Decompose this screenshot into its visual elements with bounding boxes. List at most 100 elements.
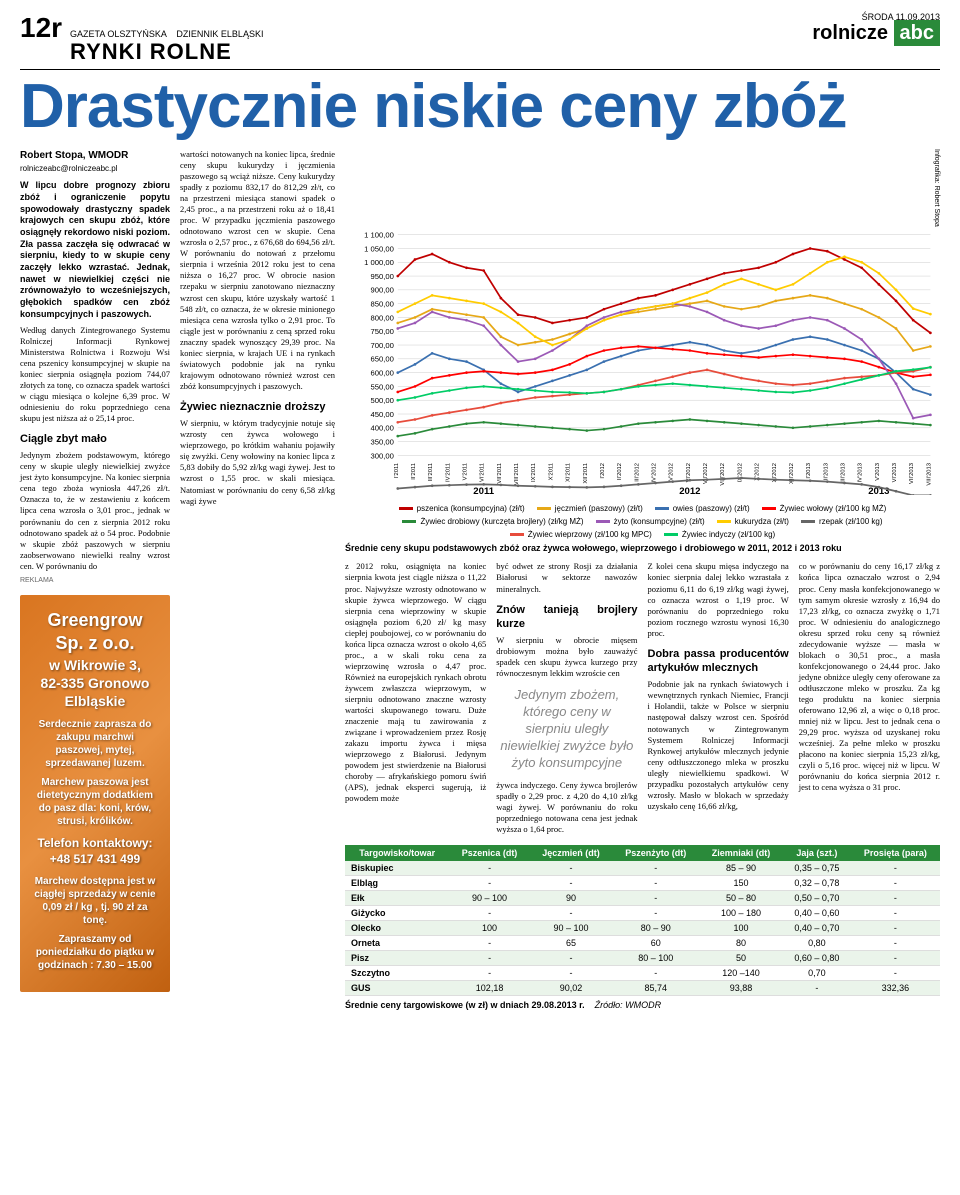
body-text: żywca indyczego. Ceny żywca brojlerów sp… [496, 780, 637, 835]
advertisement: Greengrow Sp. z o.o. w Wikrowie 3, 82-33… [20, 595, 170, 993]
table-header: Ziemniaki (dt) [699, 845, 783, 861]
ad-company: Greengrow Sp. z o.o. [34, 609, 156, 656]
subhead: Ciągle zbyt mało [20, 432, 170, 446]
page-number: 12r [20, 12, 62, 44]
body-text: W sierpniu, w którym tradycyjnie notuje … [180, 418, 335, 506]
table-cell: - [612, 861, 699, 876]
svg-text:VIII'2011: VIII'2011 [514, 463, 520, 485]
table-cell: 0,40 – 0,60 [783, 906, 851, 921]
svg-text:850,00: 850,00 [371, 299, 394, 308]
table-cell: Olecko [345, 921, 449, 936]
table-cell: - [851, 876, 940, 891]
svg-text:IV'2013: IV'2013 [858, 463, 864, 482]
table-header: Pszenica (dt) [449, 845, 529, 861]
svg-text:IV'2012: IV'2012 [652, 463, 658, 482]
table-caption: Średnie ceny targowiskowe (w zł) w dniac… [345, 1000, 585, 1010]
svg-text:X'2011: X'2011 [548, 463, 554, 480]
svg-text:1 100,00: 1 100,00 [364, 230, 394, 239]
table-cell: 120 –140 [699, 966, 783, 981]
table-cell: 102,18 [449, 981, 529, 996]
table-cell: - [783, 981, 851, 996]
table-row: Olecko10090 – 10080 – 901000,40 – 0,70- [345, 921, 940, 936]
table-cell: 80 – 100 [612, 951, 699, 966]
svg-text:VIII'2013: VIII'2013 [926, 463, 932, 486]
legend-item: owies (paszowy) (zł/t) [655, 504, 750, 513]
table-cell: - [851, 906, 940, 921]
svg-text:550,00: 550,00 [371, 382, 394, 391]
svg-text:2011: 2011 [473, 486, 494, 496]
table-cell: 65 [530, 936, 613, 951]
table-cell: - [530, 876, 613, 891]
table-cell: 90 – 100 [449, 891, 529, 906]
brand-badge: abc [894, 20, 940, 46]
legend-item: jęczmień (paszowy) (zł/t) [537, 504, 643, 513]
paper-name-2: DZIENNIK ELBLĄSKI [176, 29, 263, 39]
table-header: Jęczmień (dt) [530, 845, 613, 861]
table-cell: 0,50 – 0,70 [783, 891, 851, 906]
table-cell: - [449, 906, 529, 921]
body-text: Z kolei cena skupu mięsa indyczego na ko… [648, 561, 789, 638]
table-cell: 80 – 90 [612, 921, 699, 936]
table-cell: 0,80 [783, 936, 851, 951]
table-source: Źródło: WMODR [595, 1000, 662, 1010]
body-text: Jedynym zbożem podstawowym, którego ceny… [20, 450, 170, 572]
svg-text:VII'2011: VII'2011 [497, 463, 503, 484]
table-cell: 90 – 100 [530, 921, 613, 936]
svg-text:I'2012: I'2012 [600, 463, 606, 479]
lead-paragraph: W lipcu dobre prognozy zbioru zbóż i ogr… [20, 180, 170, 320]
table-cell: Ełk [345, 891, 449, 906]
line-chart-svg: 300,00350,00400,00450,00500,00550,00600,… [345, 227, 940, 496]
svg-text:VII'2013: VII'2013 [909, 463, 915, 484]
svg-text:700,00: 700,00 [371, 341, 394, 350]
svg-text:350,00: 350,00 [371, 437, 394, 446]
headline: Drastycznie niskie ceny zbóż [20, 78, 940, 137]
svg-text:VI'2011: VI'2011 [480, 463, 486, 482]
table-cell: - [449, 936, 529, 951]
paper-name-1: GAZETA OLSZTYŃSKA [70, 29, 166, 39]
svg-text:300,00: 300,00 [371, 451, 394, 460]
subhead: Znów tanieją brojlery kurze [496, 603, 637, 632]
svg-text:V'2013: V'2013 [875, 463, 881, 481]
table-cell: 0,32 – 0,78 [783, 876, 851, 891]
svg-text:400,00: 400,00 [371, 423, 394, 432]
svg-text:IX'2011: IX'2011 [531, 463, 537, 482]
table-cell: - [851, 861, 940, 876]
body-text: Według danych Zintegrowanego Systemu Rol… [20, 325, 170, 424]
table-row: Orneta-6560800,80- [345, 936, 940, 951]
svg-text:500,00: 500,00 [371, 396, 394, 405]
table-cell: - [612, 906, 699, 921]
svg-text:III'2011: III'2011 [428, 463, 434, 481]
table-row: Giżycko---100 – 1800,40 – 0,60- [345, 906, 940, 921]
chart-caption: Średnie ceny skupu podstawowych zbóż ora… [345, 543, 940, 553]
ad-text: Marchew dostępna jest w ciągłej sprzedaż… [34, 875, 156, 927]
table-cell: - [612, 891, 699, 906]
table-cell: - [449, 876, 529, 891]
price-chart: Infografika: Robert Stopa 300,00 350,00 40… [345, 149, 940, 554]
body-text: W sierpniu w obrocie mięsem drobiowym mo… [496, 635, 637, 679]
body-text: Podobnie jak na rynkach światowych i wew… [648, 679, 789, 812]
svg-text:I'2013: I'2013 [806, 463, 812, 479]
chart-credit: Infografika: Robert Stopa [933, 149, 940, 227]
table-cell: 100 [699, 921, 783, 936]
table-cell: - [530, 951, 613, 966]
legend-item: kukurydza (zł/t) [717, 517, 789, 526]
table-cell: 0,70 [783, 966, 851, 981]
svg-text:III'2012: III'2012 [634, 463, 640, 482]
subhead: Dobra passa producentów artykułów mleczn… [648, 647, 789, 676]
svg-text:1 050,00: 1 050,00 [364, 244, 394, 253]
table-cell: 0,40 – 0,70 [783, 921, 851, 936]
table-cell: Pisz [345, 951, 449, 966]
table-cell: - [449, 951, 529, 966]
svg-text:600,00: 600,00 [371, 368, 394, 377]
section-title: RYNKI ROLNE [70, 39, 263, 65]
svg-text:II'2013: II'2013 [823, 463, 829, 480]
table-cell: - [530, 966, 613, 981]
table-cell: - [530, 906, 613, 921]
svg-text:II'2012: II'2012 [617, 463, 623, 480]
svg-text:VI'2013: VI'2013 [892, 463, 898, 482]
table-cell: 100 – 180 [699, 906, 783, 921]
svg-text:950,00: 950,00 [371, 272, 394, 281]
svg-text:XII'2011: XII'2011 [583, 463, 589, 483]
table-header: Prosięta (para) [851, 845, 940, 861]
table-cell: 332,36 [851, 981, 940, 996]
